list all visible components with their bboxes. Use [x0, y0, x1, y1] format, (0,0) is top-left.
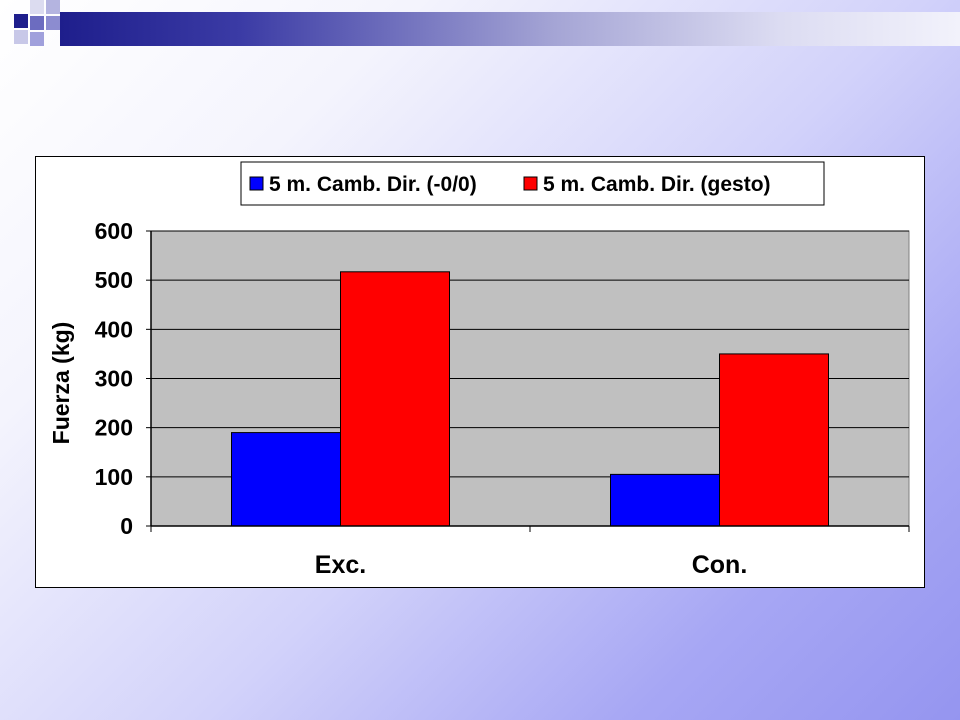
legend-swatch-series-2: [523, 176, 538, 191]
bar-series-2-con: [719, 353, 829, 527]
y-tick-label: 200: [95, 415, 133, 441]
bar-series-2-exc: [340, 271, 450, 527]
bar-series-1-exc: [231, 432, 341, 527]
y-tick-label: 500: [95, 267, 133, 293]
y-tick-label: 100: [95, 464, 133, 490]
y-axis-label: Fuerza (kg): [48, 322, 74, 445]
y-tick-label: 400: [95, 316, 133, 342]
header-gradient-bar: [60, 12, 960, 46]
chart-container: 0 100 200 300 400 500 600 Exc. Con. 5 m. Camb. D…: [35, 156, 925, 588]
bar-series-1-con: [610, 473, 720, 527]
legend-label-series-2: 5 m. Camb. Dir. (gesto): [543, 173, 771, 196]
y-tick-label: 300: [95, 366, 133, 392]
x-tick-label: Con.: [692, 551, 748, 579]
legend-label-series-1: 5 m. Camb. Dir. (-0/0): [269, 173, 477, 196]
bar-chart: 0 100 200 300 400 500 600 Exc. Con. 5 m. Camb. D…: [48, 161, 910, 579]
x-tick-label: Exc.: [315, 551, 366, 579]
legend-swatch-series-1: [249, 176, 264, 191]
y-tick-label: 600: [95, 218, 133, 244]
y-tick-label: 0: [120, 513, 133, 539]
